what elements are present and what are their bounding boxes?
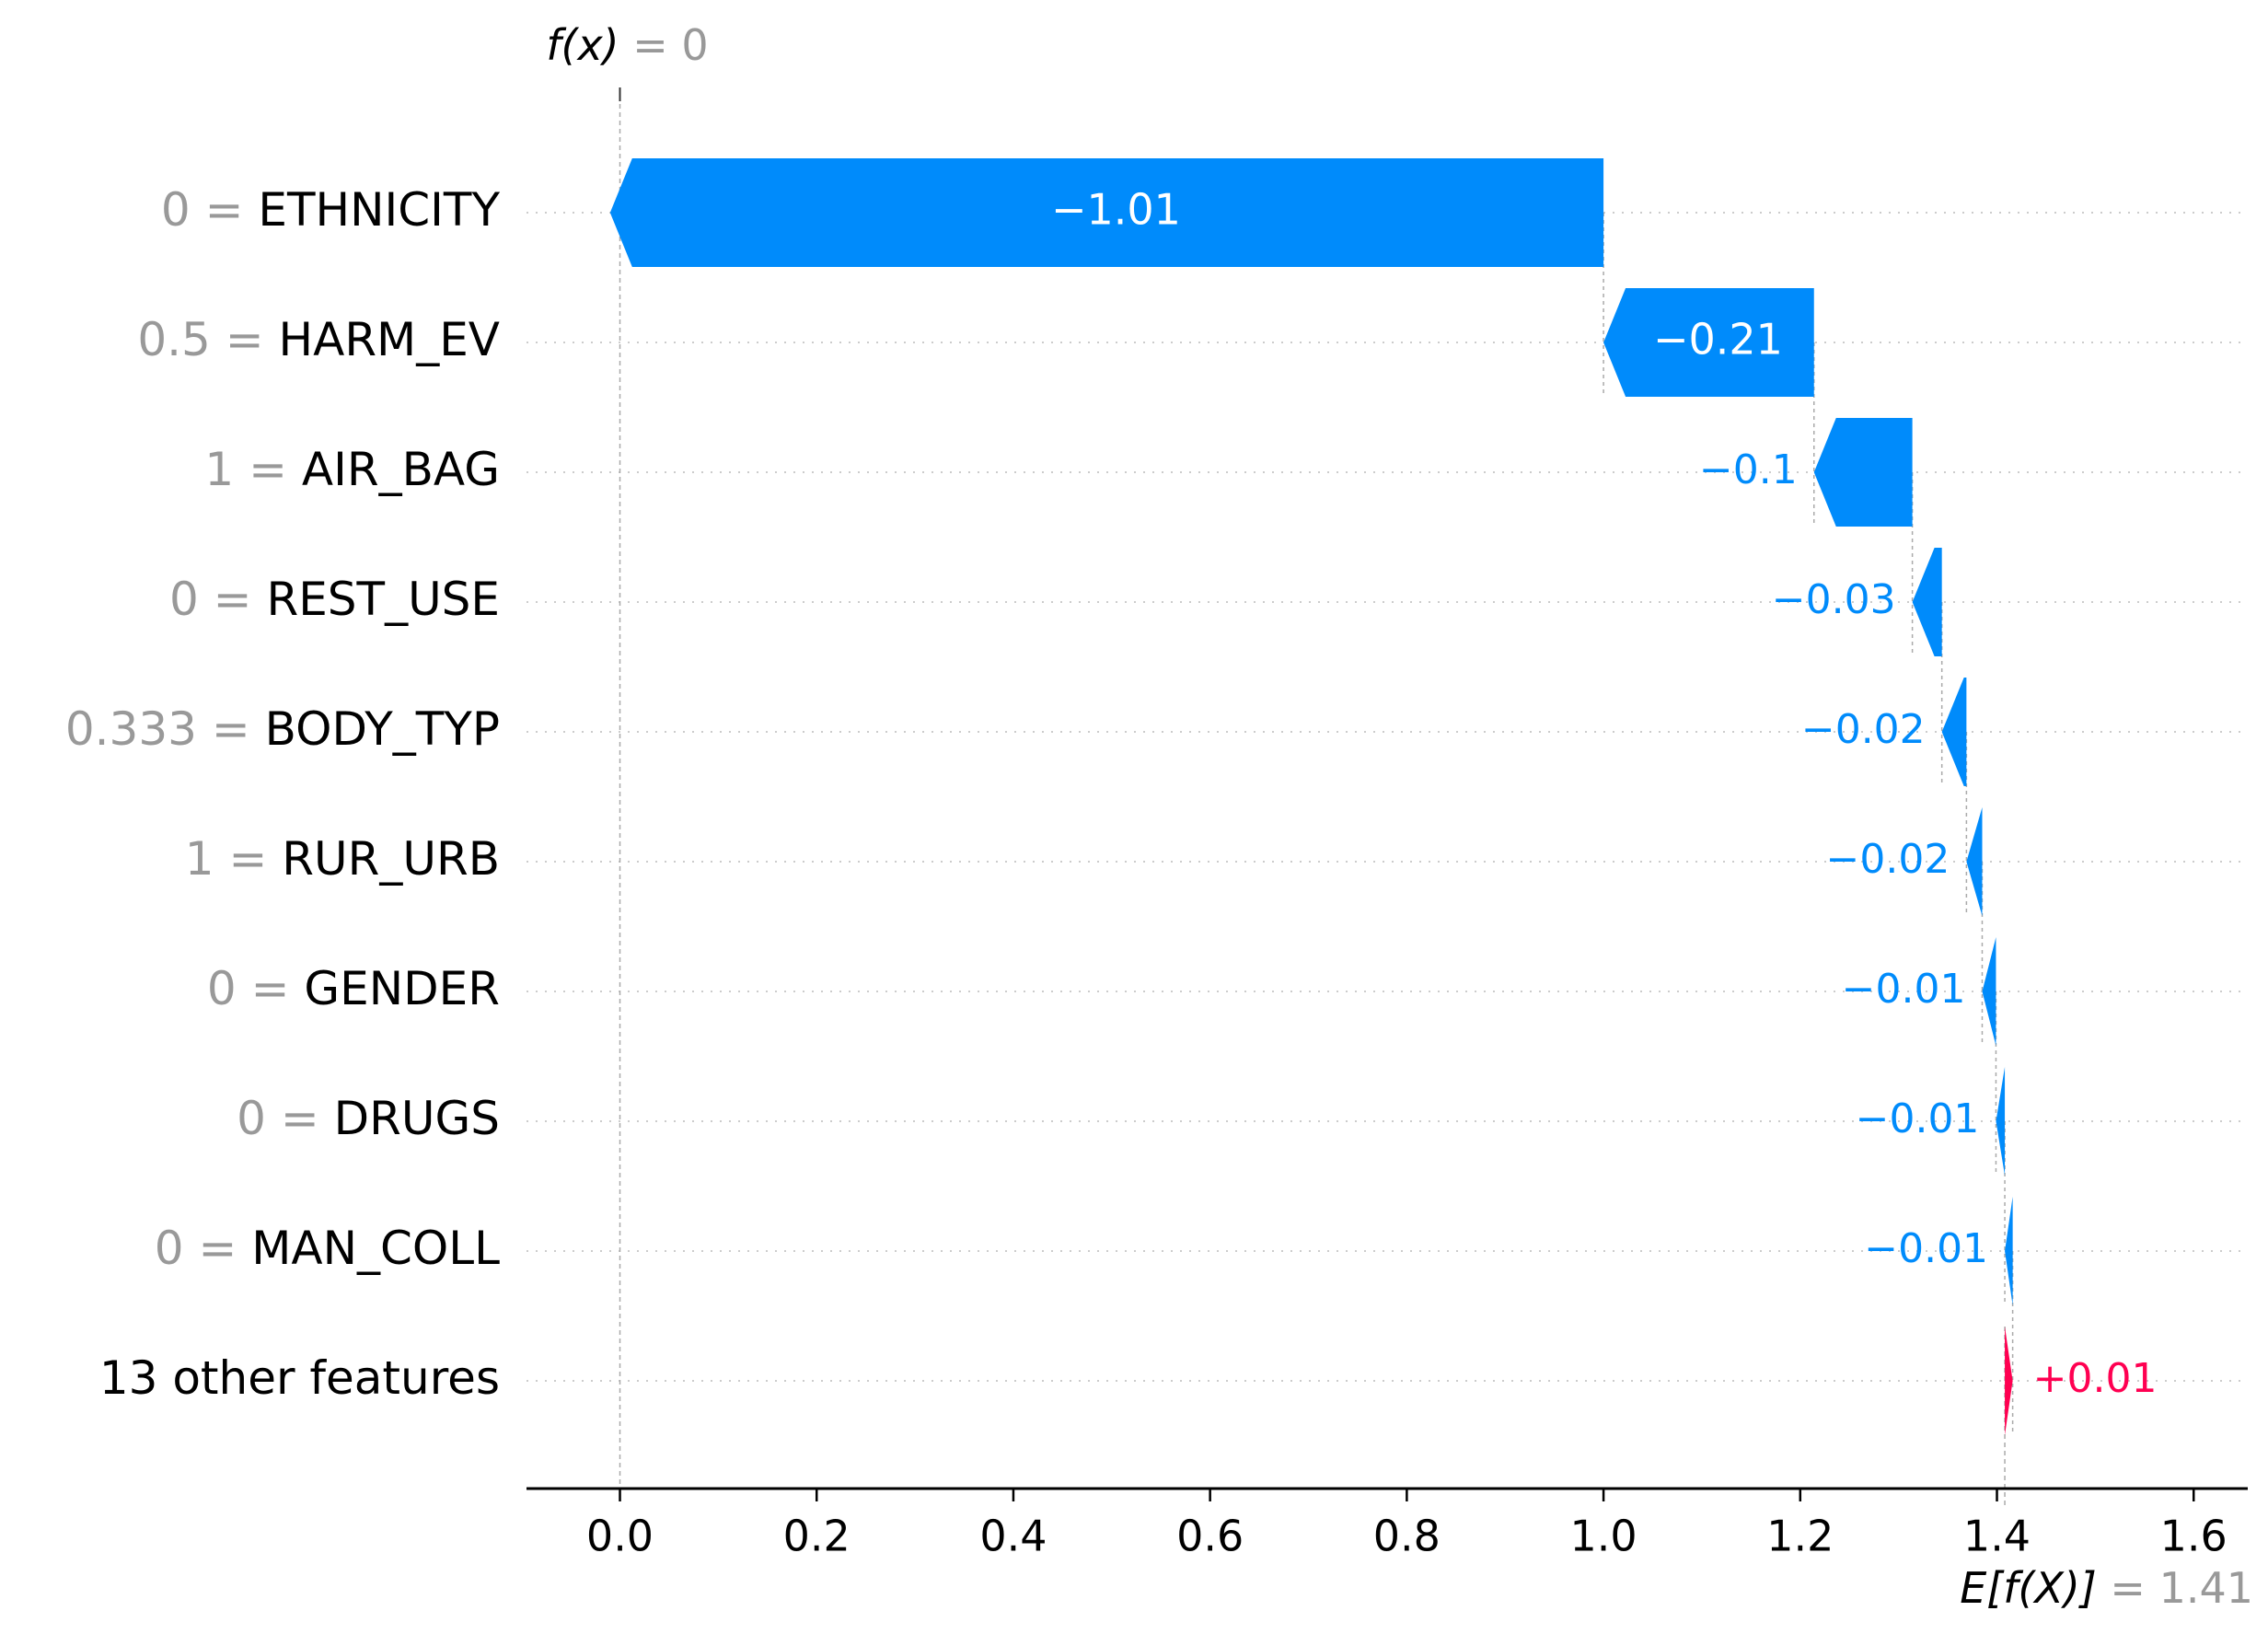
- fx-name: f(x): [546, 20, 632, 70]
- bar-value-label: −1.01: [1051, 185, 1181, 235]
- feature-name: AIR_BAG: [302, 443, 500, 496]
- feature-value: 0 =: [207, 962, 305, 1015]
- bar-gender: [1982, 937, 1996, 1046]
- feature-value: 1 =: [204, 443, 302, 496]
- feature-name: MAN_COLL: [251, 1222, 500, 1275]
- feature-label: 0 = ETHNICITY: [161, 183, 501, 237]
- x-tick-label: 1.4: [1963, 1512, 2031, 1561]
- bar-air_bag: [1813, 418, 1913, 527]
- x-tick-label: 1.0: [1570, 1512, 1637, 1561]
- bar-value-label: −0.1: [1699, 446, 1798, 493]
- bar-value-label: −0.01: [1842, 966, 1966, 1013]
- x-tick-label: 0.4: [979, 1512, 1047, 1561]
- feature-name: REST_USE: [266, 573, 500, 626]
- feature-name: DRUGS: [334, 1092, 500, 1145]
- bar-rur_urb: [1966, 807, 1983, 916]
- feature-name: HARM_EV: [279, 313, 500, 366]
- bar-value-label: −0.01: [1864, 1225, 1988, 1272]
- feature-name: 13 other features: [99, 1351, 500, 1405]
- feature-name: GENDER: [304, 962, 500, 1015]
- ex-value: = 1.41: [2110, 1563, 2253, 1613]
- x-tick-label: 1.2: [1766, 1512, 1834, 1561]
- fx-label: f(x) = 0: [546, 20, 708, 70]
- bar-harm_ev: [1603, 288, 1814, 397]
- fx-value: = 0: [632, 20, 708, 70]
- x-axis: 0.0 0.2 0.4 0.6 0.8 1.0 1.2 1.4 1.6E[f(X)] = 1.4…: [526, 1487, 2253, 1613]
- bar-value-label: −0.02: [1826, 836, 1950, 883]
- bar-value-label: −0.01: [1856, 1095, 1980, 1142]
- feature-label: 1 = RUR_URB: [185, 832, 500, 886]
- feature-value: 0.333 =: [65, 702, 265, 756]
- feature-value: 0 =: [155, 1222, 252, 1275]
- x-tick-label: 0.0: [586, 1512, 654, 1561]
- feature-name: BODY_TYP: [265, 702, 500, 756]
- grid-lines: [526, 212, 2248, 1382]
- bar-man_coll: [2005, 1197, 2013, 1305]
- feature-label: 0.333 = BODY_TYP: [65, 702, 500, 756]
- feature-label: 0 = MAN_COLL: [155, 1222, 500, 1275]
- feature-value: 1 =: [185, 832, 283, 886]
- bar-value-label: −0.03: [1772, 576, 1896, 623]
- bar-rest_use: [1912, 548, 1942, 656]
- x-tick-label: 0.2: [783, 1512, 850, 1561]
- bar-value-label: −0.02: [1801, 706, 1926, 753]
- feature-label: 1 = AIR_BAG: [204, 443, 500, 496]
- feature-label: 0.5 = HARM_EV: [137, 313, 500, 366]
- labels: −1.01 0 = ETHNICITY −0.21 0.5 = HARM_EV −0.1…: [65, 20, 2158, 1405]
- ex-label: E[f(X)] = 1.41: [1960, 1563, 2253, 1613]
- x-tick-label: 0.8: [1373, 1512, 1441, 1561]
- feature-label: 0 = DRUGS: [237, 1092, 500, 1145]
- feature-label: 13 other features: [99, 1351, 500, 1405]
- feature-value: 0 =: [161, 183, 259, 237]
- bar-value-label: −0.21: [1653, 315, 1783, 365]
- bar-13-other-features: [2005, 1327, 2013, 1435]
- feature-value: 0 =: [169, 573, 267, 626]
- bar-ethnicity: [609, 158, 1604, 267]
- bar-drugs: [1996, 1067, 2006, 1176]
- feature-name: ETHNICITY: [258, 183, 500, 237]
- bar-body_typ: [1941, 678, 1967, 786]
- ex-name: E[f(X)]: [1960, 1563, 2110, 1613]
- feature-label: 0 = REST_USE: [169, 573, 500, 626]
- bar-value-label: +0.01: [2033, 1355, 2158, 1402]
- bars: [609, 158, 2013, 1435]
- x-tick-label: 0.6: [1176, 1512, 1244, 1561]
- feature-value: 0 =: [237, 1092, 334, 1145]
- feature-label: 0 = GENDER: [207, 962, 500, 1015]
- x-tick-label: 1.6: [2160, 1512, 2228, 1561]
- feature-value: 0.5 =: [137, 313, 278, 366]
- feature-name: RUR_URB: [282, 832, 500, 886]
